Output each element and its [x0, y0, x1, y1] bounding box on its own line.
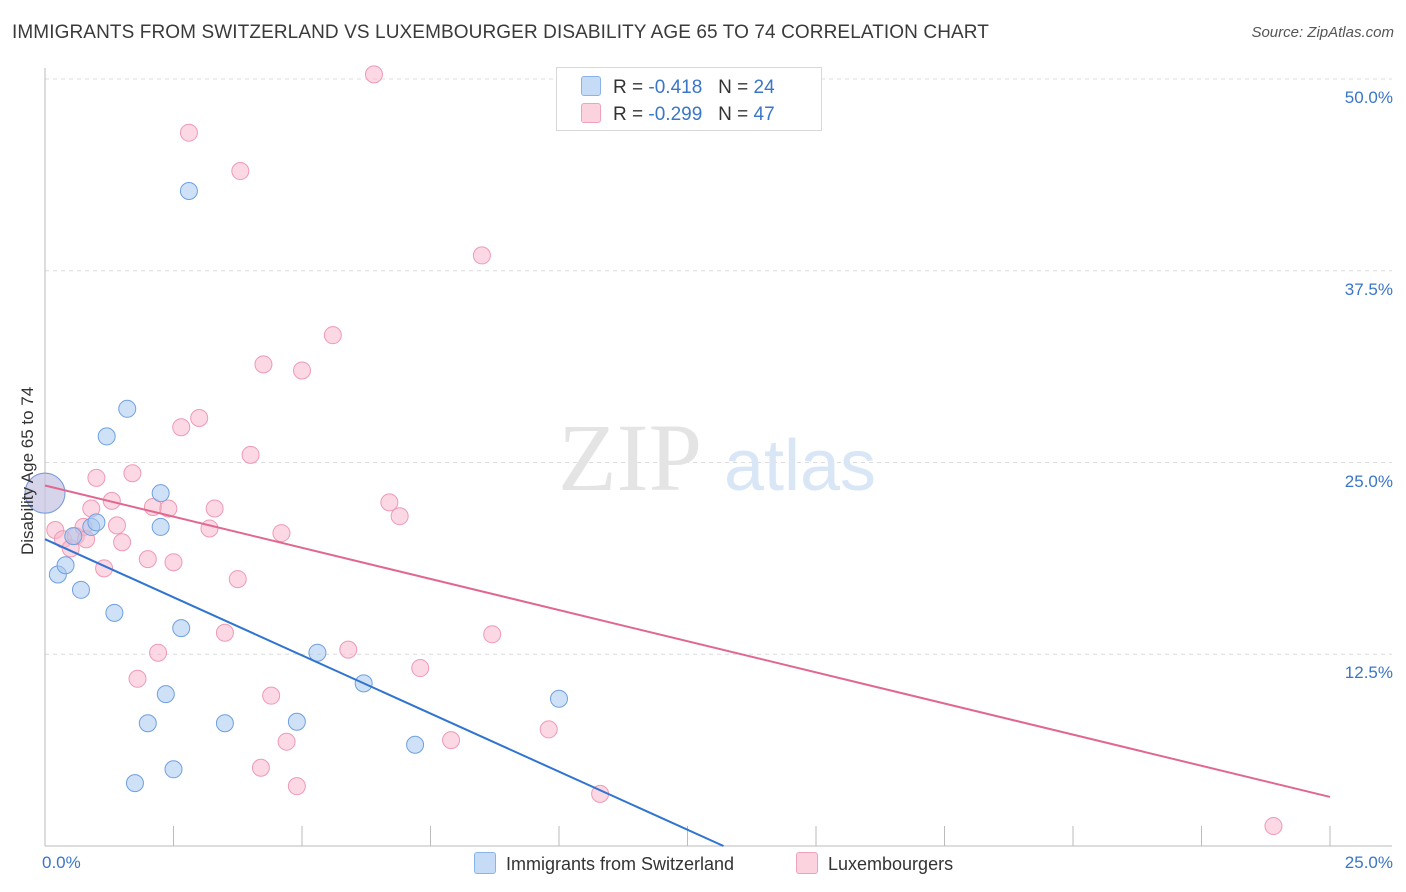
watermark-atlas: atlas [724, 426, 876, 506]
r-label: R = [613, 77, 644, 98]
legend-swatch-blue [581, 76, 601, 96]
point-luxembourger [251, 758, 270, 777]
point-luxembourger [442, 731, 461, 750]
n-label: N = [718, 104, 749, 125]
point-luxembourger [149, 643, 168, 662]
bottom-legend-switzerland: Immigrants from Switzerland [474, 852, 734, 875]
chart-title: IMMIGRANTS FROM SWITZERLAND VS LUXEMBOUR… [12, 22, 989, 43]
point-switzerland [151, 484, 170, 503]
point-switzerland [24, 472, 66, 514]
point-switzerland [151, 517, 170, 536]
stats-legend: R = -0.418 N = 24 R = -0.299 N = 47 [556, 67, 822, 131]
point-luxembourger [364, 65, 383, 84]
point-switzerland [156, 685, 175, 704]
y-tick-label: 37.5% [1344, 279, 1393, 299]
r-value: -0.418 [648, 77, 703, 98]
point-switzerland [179, 181, 198, 200]
point-switzerland [138, 714, 157, 733]
axes [44, 68, 1392, 847]
n-value: 24 [753, 77, 775, 98]
point-luxembourger [287, 777, 306, 796]
data-points [24, 65, 1283, 836]
point-luxembourger [483, 625, 502, 644]
point-switzerland [56, 556, 75, 575]
stats-legend-row-luxembourgers: R = -0.299 N = 47 [581, 103, 775, 127]
trend-lines [44, 484, 1331, 847]
n-label: N = [718, 77, 749, 98]
point-luxembourger [380, 493, 399, 512]
point-switzerland [87, 513, 106, 532]
y-tick-label: 50.0% [1344, 88, 1393, 107]
point-luxembourger [113, 533, 132, 552]
r-label: R = [613, 104, 644, 125]
point-luxembourger [262, 686, 281, 705]
point-luxembourger [390, 507, 409, 526]
point-luxembourger [539, 720, 558, 739]
point-luxembourger [164, 553, 183, 572]
point-switzerland [215, 714, 234, 733]
point-luxembourger [472, 246, 491, 265]
y-axis-label: Disability Age 65 to 74 [18, 386, 37, 555]
point-luxembourger [123, 464, 142, 483]
trend-line-switzerland [44, 538, 724, 847]
legend-swatch-pink [581, 103, 601, 123]
point-switzerland [97, 427, 116, 446]
point-luxembourger [138, 550, 157, 569]
point-luxembourger [254, 355, 273, 374]
point-switzerland [172, 619, 191, 638]
point-switzerland [71, 580, 90, 599]
y-tick-label: 25.0% [1344, 471, 1393, 491]
point-luxembourger [231, 162, 250, 181]
point-luxembourger [190, 409, 209, 428]
point-luxembourger [228, 570, 247, 589]
point-luxembourger [293, 361, 311, 380]
watermark-zip: ZIP [558, 404, 702, 511]
point-switzerland [118, 399, 137, 418]
bottom-legend-luxembourgers: Luxembourgers [796, 852, 953, 875]
point-luxembourger [277, 732, 296, 751]
point-luxembourger [323, 326, 342, 345]
point-switzerland [308, 643, 327, 662]
stats-legend-row-switzerland: R = -0.418 N = 24 [581, 76, 775, 100]
x-tick-label: 0.0% [42, 853, 81, 872]
trend-line-luxembourgers [44, 484, 1331, 798]
point-switzerland [125, 774, 144, 793]
point-luxembourger [128, 669, 147, 688]
point-luxembourger [179, 123, 198, 142]
legend-swatch-blue [474, 852, 496, 874]
point-luxembourger [272, 524, 291, 543]
watermark: ZIP atlas [558, 404, 876, 511]
y-tick-label: 12.5% [1344, 663, 1393, 683]
legend-label: Immigrants from Switzerland [506, 854, 735, 874]
point-luxembourger [1264, 817, 1283, 836]
point-luxembourger [200, 519, 219, 538]
legend-swatch-pink [796, 852, 818, 874]
x-tick-label: 25.0% [1344, 853, 1393, 872]
point-luxembourger [205, 499, 224, 518]
legend-label: Luxembourgers [828, 854, 954, 874]
point-luxembourger [87, 468, 106, 487]
r-value: -0.299 [648, 104, 703, 125]
point-switzerland [550, 689, 568, 708]
source-label: Source: ZipAtlas.com [1251, 24, 1394, 41]
point-luxembourger [411, 659, 430, 678]
point-luxembourger [172, 418, 191, 437]
point-luxembourger [107, 516, 126, 535]
point-switzerland [64, 527, 83, 546]
point-luxembourger [241, 445, 260, 464]
n-value: 47 [753, 104, 775, 125]
point-luxembourger [339, 640, 358, 659]
point-luxembourger [159, 499, 178, 518]
point-switzerland [164, 760, 183, 779]
point-switzerland [406, 735, 425, 754]
point-switzerland [105, 603, 124, 622]
point-switzerland [287, 712, 306, 731]
point-luxembourger [215, 623, 234, 642]
